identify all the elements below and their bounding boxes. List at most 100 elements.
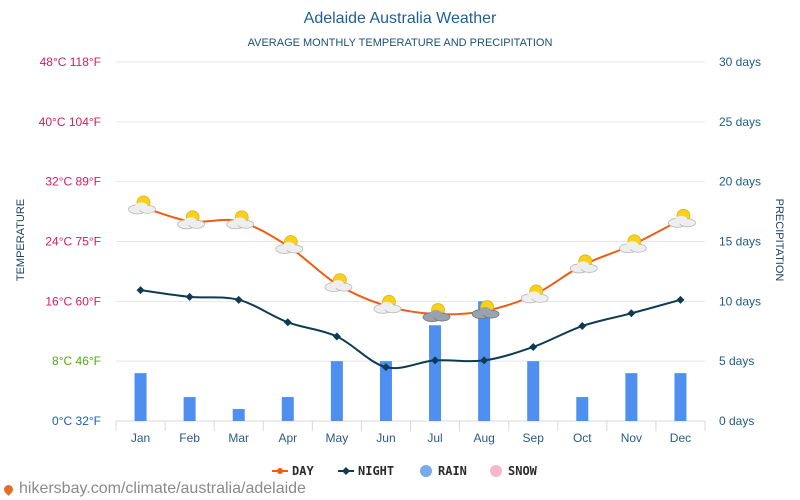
cloud-shape [626, 241, 639, 250]
left-tick-label: 16°C 60°F [45, 294, 101, 308]
right-axis-label: PRECIPITATION [773, 199, 785, 282]
cloud-shape [528, 291, 541, 300]
rain-bar [379, 361, 392, 421]
month-label: Jul [427, 431, 442, 445]
month-label: May [326, 431, 349, 445]
rain-bar [134, 373, 147, 421]
cloud-shape [184, 217, 197, 226]
night-point [676, 295, 685, 304]
legend-label: RAIN [438, 464, 467, 478]
sun-cloud-icon [226, 210, 255, 230]
cloud-shape [233, 217, 246, 226]
sun-cloud-icon [618, 234, 647, 254]
cloud-shape [282, 241, 295, 250]
rain-bars [134, 301, 687, 421]
month-label: Dec [670, 431, 691, 445]
sun-cloud-icon [324, 273, 353, 293]
rain-bar [674, 373, 687, 421]
sun-cloud-icon [373, 294, 402, 314]
month-label: Feb [179, 431, 200, 445]
right-tick-label: 15 days [719, 235, 761, 249]
temperature-lines [136, 205, 685, 372]
grid-layer [115, 61, 706, 431]
legend-item-snow[interactable]: SNOW [490, 464, 538, 478]
night-point [431, 356, 440, 365]
sun-cloud-icon [128, 195, 156, 215]
right-tick-label: 30 days [719, 55, 761, 69]
legend-night-marker-icon [342, 467, 350, 475]
sun-cloud-icon [275, 235, 304, 254]
sun-cloud-icon [668, 208, 696, 228]
legend-item-night[interactable]: NIGHT [338, 464, 394, 478]
rain-bar [576, 397, 589, 421]
chart-title: Adelaide Australia Weather [304, 10, 497, 27]
right-tick-label: 5 days [719, 354, 754, 368]
rain-bar [183, 397, 196, 421]
night-point [332, 332, 341, 341]
legend-label: DAY [292, 464, 314, 478]
rain-bar [281, 397, 294, 421]
night-point [234, 295, 243, 304]
sun-cloud-icon [569, 254, 598, 274]
rain-bar [527, 361, 540, 421]
left-tick-label: 0°C 32°F [52, 414, 101, 428]
legend-item-rain[interactable]: RAIN [420, 464, 467, 478]
cloud-shape [380, 301, 393, 310]
sun-cloud-icon [520, 284, 549, 304]
right-tick-label: 25 days [719, 115, 761, 129]
night-point [480, 356, 489, 365]
cloud-shape [675, 215, 688, 224]
cloud-shape [430, 310, 443, 319]
footer-link[interactable]: hikersbay.com/climate/australia/adelaide [2, 480, 306, 498]
sun-rain-cloud-icon [471, 300, 500, 319]
cloud-shape [577, 261, 590, 270]
night-point [185, 292, 194, 301]
axes: 0°C 32°F 8°C 46°F 16°C 60°F 24°C 75°F 32°C 8… [39, 55, 761, 445]
sun-cloud-icon [177, 210, 206, 230]
left-axis-label: TEMPERATURE [15, 199, 27, 281]
month-label: Aug [473, 431, 494, 445]
rain-bar [625, 373, 638, 421]
night-point [136, 286, 145, 295]
left-tick-label: 40°C 104°F [39, 115, 101, 129]
month-label: Oct [573, 431, 592, 445]
night-point [283, 318, 292, 327]
rain-bar [429, 325, 442, 421]
night-point [529, 342, 538, 351]
month-label: Jan [131, 431, 150, 445]
cloud-shape [135, 202, 148, 211]
night-temperature-line [140, 289, 681, 370]
weather-chart: Adelaide Australia Weather AVERAGE MONTH… [15, 10, 785, 478]
legend: DAY NIGHT RAIN SNOW [272, 464, 538, 478]
month-label: Apr [278, 431, 297, 445]
night-point [381, 363, 390, 372]
night-point [578, 322, 587, 331]
rain-bar [330, 361, 343, 421]
legend-day-marker-icon [277, 468, 283, 474]
legend-label: NIGHT [358, 464, 394, 478]
legend-snow-circle-icon [490, 465, 502, 477]
left-tick-label: 24°C 75°F [45, 235, 101, 249]
month-label: Mar [228, 431, 249, 445]
right-tick-label: 20 days [719, 175, 761, 189]
left-tick-label: 8°C 46°F [52, 354, 101, 368]
right-tick-label: 10 days [719, 294, 761, 308]
right-tick-label: 0 days [719, 414, 754, 428]
cloud-shape [331, 280, 344, 289]
footer-text: hikersbay.com/climate/australia/adelaide [19, 480, 306, 497]
month-label: Jun [376, 431, 395, 445]
rain-bar [232, 409, 245, 421]
month-label: Nov [621, 431, 642, 445]
cloud-shape [479, 307, 492, 316]
sun-rain-cloud-icon [422, 303, 451, 322]
left-tick-label: 32°C 89°F [45, 175, 101, 189]
legend-rain-circle-icon [420, 465, 432, 477]
night-point [627, 309, 636, 318]
chart-subtitle: AVERAGE MONTHLY TEMPERATURE AND PRECIPIT… [248, 37, 553, 49]
legend-label: SNOW [508, 464, 538, 478]
month-label: Sep [523, 431, 545, 445]
weather-icons [128, 195, 696, 322]
map-pin-icon [2, 482, 15, 496]
left-tick-label: 48°C 118°F [40, 55, 101, 69]
legend-item-day[interactable]: DAY [272, 464, 314, 478]
